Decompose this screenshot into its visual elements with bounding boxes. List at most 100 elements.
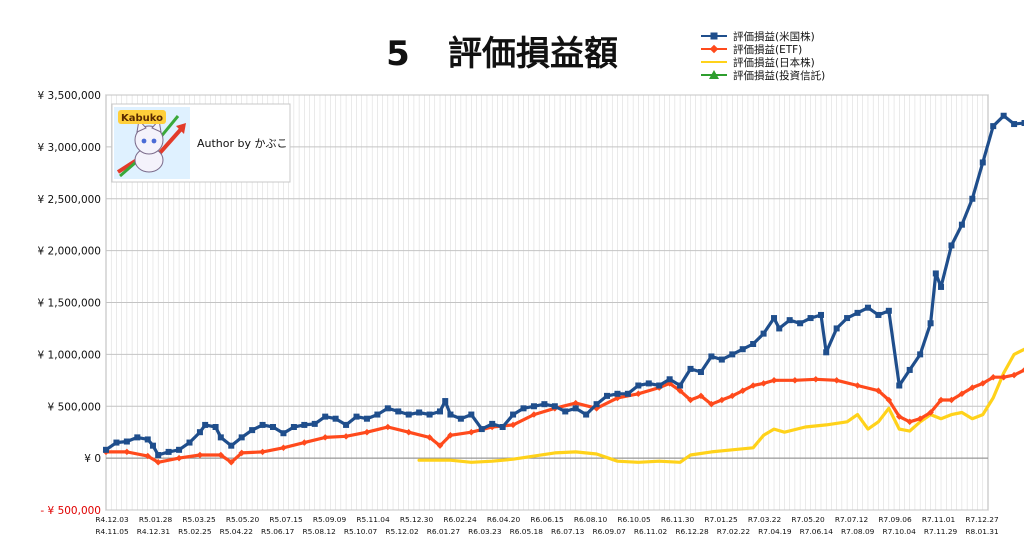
data-point-us-stocks bbox=[938, 283, 945, 290]
x-tick-label: R4.12.03 bbox=[95, 515, 129, 524]
data-point-us-stocks bbox=[363, 415, 370, 422]
x-tick-label: R6.06.15 bbox=[530, 515, 564, 524]
data-point-us-stocks bbox=[969, 195, 976, 202]
legend-item-mutual-funds: 評価損益(投資信託) bbox=[701, 69, 825, 82]
x-tick-label: R6.03.23 bbox=[468, 527, 502, 536]
data-point-us-stocks bbox=[844, 315, 851, 322]
x-tick-label: R6.05.18 bbox=[510, 527, 544, 536]
y-tick-label: - ¥ 500,000 bbox=[40, 505, 101, 517]
x-tick-label: R4.11.05 bbox=[95, 527, 129, 536]
legend-label-etf: 評価損益(ETF) bbox=[733, 43, 802, 56]
data-point-etf bbox=[123, 448, 131, 456]
data-point-etf bbox=[676, 387, 684, 394]
x-axis-tick-labels: R4.12.03 R5.01.28 R5.03.25 R5.05.20 R5.07.15… bbox=[95, 515, 999, 536]
x-tick-label: R5.09.09 bbox=[313, 515, 347, 524]
x-tick-label: R7.03.22 bbox=[748, 515, 781, 524]
series-us-stocks bbox=[103, 112, 1024, 459]
data-point-etf bbox=[509, 421, 517, 429]
data-point-etf bbox=[321, 434, 329, 441]
data-point-us-stocks bbox=[786, 317, 793, 324]
data-point-etf bbox=[708, 400, 715, 408]
data-point-etf bbox=[238, 449, 245, 457]
y-tick-label: ¥ 2,500,000 bbox=[38, 194, 101, 206]
data-point-etf bbox=[739, 387, 746, 394]
data-point-us-stocks bbox=[666, 376, 673, 383]
data-point-etf bbox=[468, 428, 475, 436]
data-point-etf bbox=[1000, 373, 1007, 381]
x-tick-label: R5.02.25 bbox=[178, 527, 212, 536]
logo-banner bbox=[118, 110, 166, 124]
data-point-us-stocks bbox=[990, 123, 997, 130]
data-point-us-stocks bbox=[212, 424, 219, 430]
data-point-us-stocks bbox=[885, 307, 892, 314]
x-tick-label: R6.09.07 bbox=[592, 527, 626, 536]
data-point-etf bbox=[405, 428, 412, 436]
x-tick-label: R7.08.09 bbox=[841, 527, 875, 536]
data-point-etf bbox=[635, 390, 642, 398]
data-point-us-stocks bbox=[186, 439, 193, 446]
legend-label-us-stocks: 評価損益(米国株) bbox=[733, 30, 815, 43]
data-point-etf bbox=[979, 380, 987, 387]
data-point-etf bbox=[906, 418, 913, 426]
title-number: 5 bbox=[386, 34, 410, 74]
x-tick-label: R6.08.10 bbox=[574, 515, 608, 524]
data-point-etf bbox=[969, 384, 976, 391]
data-point-us-stocks bbox=[687, 365, 694, 372]
x-tick-label: R7.05.20 bbox=[791, 515, 825, 524]
x-tick-label: R7.11.01 bbox=[922, 515, 956, 524]
legend-label-mutual-funds: 評価損益(投資信託) bbox=[733, 69, 825, 82]
data-point-etf bbox=[833, 377, 840, 384]
data-point-us-stocks bbox=[708, 353, 715, 360]
data-point-etf bbox=[342, 433, 350, 440]
data-point-etf bbox=[937, 396, 945, 404]
data-point-etf bbox=[228, 459, 235, 466]
series-etf bbox=[102, 366, 1024, 466]
data-point-us-stocks bbox=[499, 424, 506, 430]
data-point-us-stocks bbox=[228, 442, 235, 449]
data-point-etf bbox=[885, 396, 893, 404]
x-tick-label: R6.07.13 bbox=[551, 527, 585, 536]
data-point-etf bbox=[1021, 366, 1024, 374]
data-point-etf bbox=[301, 439, 308, 446]
data-point-us-stocks bbox=[113, 439, 120, 446]
logo-text: Kabuko bbox=[121, 113, 163, 124]
data-point-etf bbox=[280, 444, 287, 452]
data-point-us-stocks bbox=[510, 411, 517, 418]
data-point-us-stocks bbox=[530, 403, 537, 410]
x-tick-label: R4.12.31 bbox=[137, 527, 171, 536]
data-point-us-stocks bbox=[776, 325, 783, 332]
data-point-etf bbox=[749, 382, 757, 389]
data-point-us-stocks bbox=[405, 411, 412, 418]
x-tick-label: R5.07.15 bbox=[269, 515, 303, 524]
x-tick-label: R5.10.07 bbox=[344, 527, 378, 536]
data-point-us-stocks bbox=[854, 309, 861, 316]
data-point-etf bbox=[875, 387, 882, 394]
x-tick-label: R6.11.02 bbox=[634, 527, 667, 536]
data-point-us-stocks bbox=[817, 311, 824, 318]
data-point-etf bbox=[896, 413, 903, 420]
data-point-us-stocks bbox=[958, 221, 965, 228]
data-point-us-stocks bbox=[1011, 121, 1018, 128]
data-point-us-stocks bbox=[134, 434, 141, 441]
data-point-etf bbox=[958, 390, 966, 398]
data-point-us-stocks bbox=[906, 366, 913, 373]
x-tick-label: R5.06.17 bbox=[261, 527, 295, 536]
series-jp-stocks bbox=[417, 347, 1024, 464]
data-point-us-stocks bbox=[697, 369, 704, 376]
data-point-us-stocks bbox=[176, 446, 183, 453]
data-point-us-stocks bbox=[896, 382, 903, 389]
x-tick-label: R5.08.12 bbox=[302, 527, 335, 536]
data-point-us-stocks bbox=[395, 408, 402, 415]
data-point-us-stocks bbox=[457, 415, 464, 422]
data-point-etf bbox=[812, 376, 820, 383]
author-box: Kabuko Author by かぶこ bbox=[111, 103, 291, 183]
x-tick-label: R7.12.27 bbox=[965, 515, 999, 524]
data-point-us-stocks bbox=[739, 346, 746, 353]
x-tick-label: R6.01.27 bbox=[427, 527, 461, 536]
data-point-etf bbox=[196, 451, 204, 459]
data-point-etf bbox=[154, 459, 162, 466]
x-tick-label: R6.10.05 bbox=[617, 515, 651, 524]
y-tick-label: ¥ 3,000,000 bbox=[38, 142, 101, 154]
data-point-etf bbox=[259, 448, 266, 456]
data-point-etf bbox=[854, 382, 861, 389]
